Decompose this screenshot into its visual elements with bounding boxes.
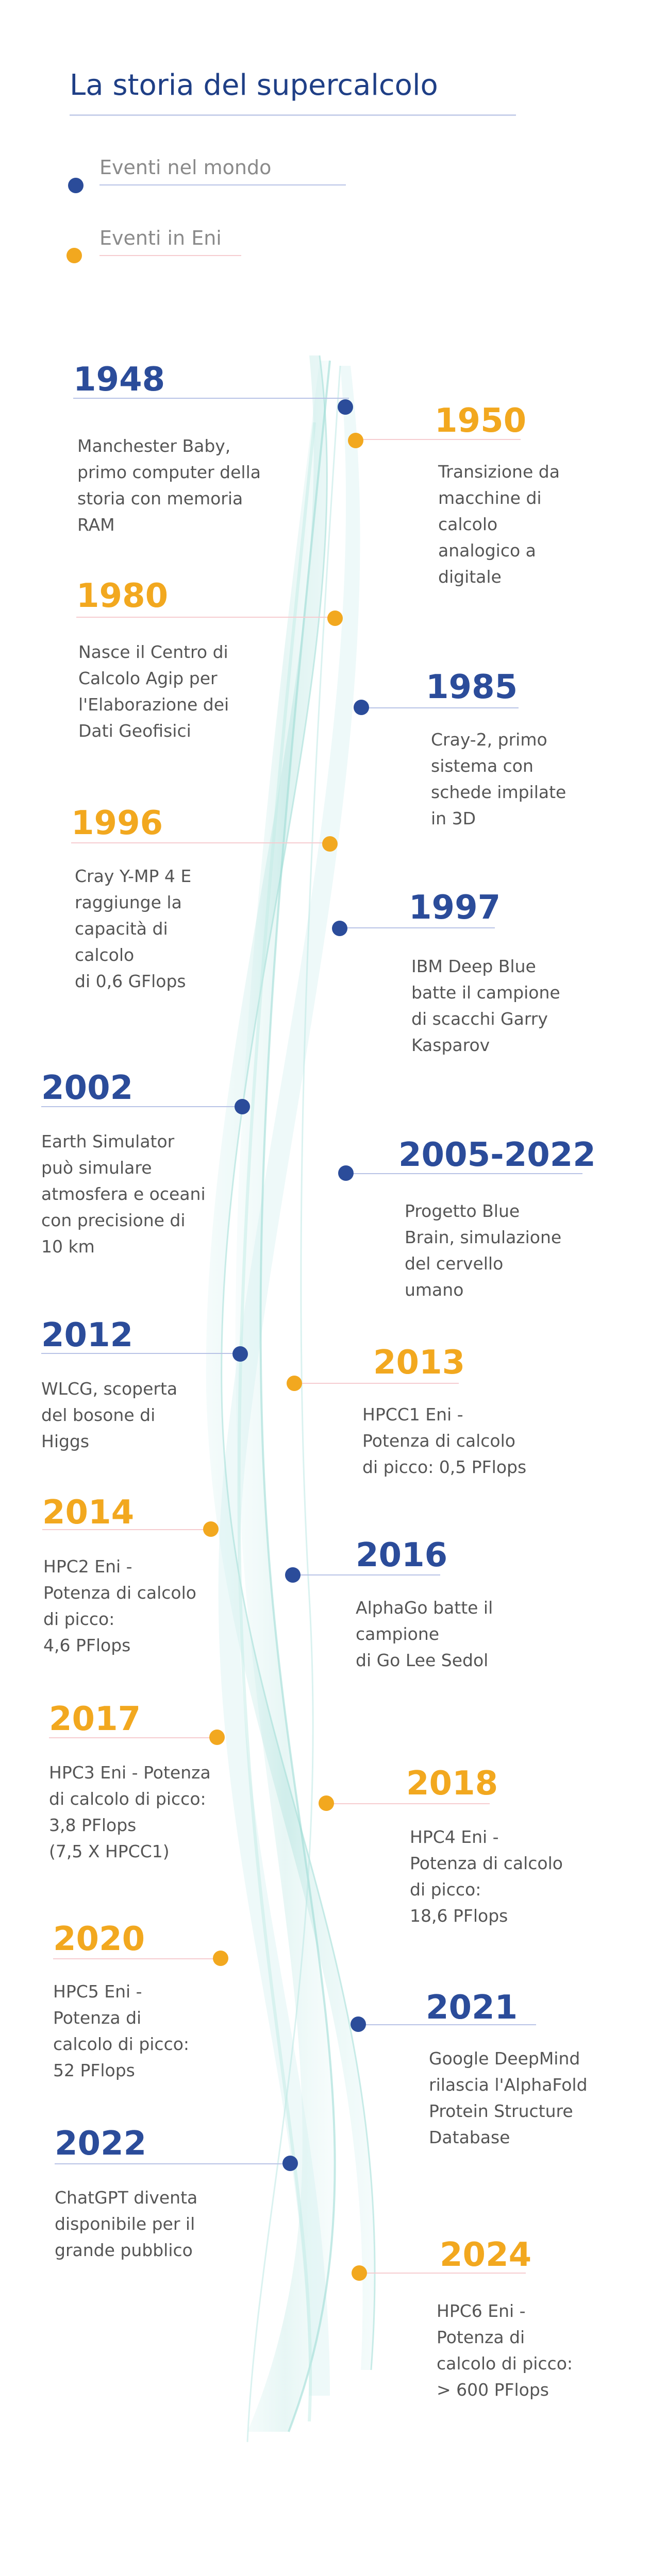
event-description: Progetto Blue Brain, simulazione del cer… <box>405 1201 562 1300</box>
event-year: 2005-2022 <box>398 1136 596 1174</box>
ribbon-strand-4 <box>237 422 316 2422</box>
world-event-dot <box>285 1567 301 1583</box>
event-year: 2017 <box>49 1700 141 1738</box>
eni-event-dot <box>348 433 363 448</box>
event-connector-line <box>347 1173 582 1174</box>
event-description: IBM Deep Blue batte il campione di scacc… <box>411 956 560 1055</box>
legend-eni-dot <box>66 248 82 263</box>
event-year: 2016 <box>356 1536 448 1574</box>
event-description: Nasce il Centro di Calcolo Agip per l'El… <box>78 642 229 741</box>
legend-world-label: Eventi nel mondo <box>99 156 272 179</box>
event-description: Transizione da macchine di calcolo analo… <box>438 462 560 587</box>
event-year: 1996 <box>71 804 163 842</box>
event-connector-line <box>42 1529 211 1530</box>
eni-event-dot <box>209 1730 225 1745</box>
event-year: 2020 <box>53 1920 145 1958</box>
ribbon-strand-2 <box>221 355 376 2370</box>
event-connector-line <box>71 842 330 843</box>
event-year: 2018 <box>406 1765 498 1803</box>
event-year: 1948 <box>73 361 165 399</box>
event-connector-line <box>55 2163 290 2164</box>
event-description: HPC2 Eni - Potenza di calcolo di picco: … <box>43 1556 196 1655</box>
eni-event-dot <box>327 611 343 626</box>
page-title: La storia del supercalcolo <box>70 69 438 102</box>
event-description: Manchester Baby, primo computer della st… <box>77 436 261 535</box>
event-year: 2013 <box>373 1344 465 1382</box>
event-description: Cray-2, primo sistema con schede impilat… <box>431 730 566 828</box>
event-connector-line <box>76 617 335 618</box>
eni-event-dot <box>287 1376 302 1391</box>
event-year: 1980 <box>76 577 169 615</box>
event-year: 2022 <box>55 2125 147 2163</box>
world-event-dot <box>354 700 369 715</box>
event-connector-line <box>49 1737 216 1738</box>
world-event-dot <box>282 2156 298 2171</box>
world-event-dot <box>232 1346 248 1362</box>
event-year: 2002 <box>41 1069 134 1107</box>
ribbon-band-2 <box>235 361 335 2432</box>
event-year: 1950 <box>435 402 527 440</box>
eni-event-dot <box>352 2265 367 2281</box>
event-connector-line <box>41 1353 240 1354</box>
event-year: 1997 <box>409 889 501 927</box>
world-event-dot <box>351 2016 366 2032</box>
event-connector-line <box>326 1803 490 1804</box>
event-description: HPC4 Eni - Potenza di calcolo di picco: … <box>410 1827 563 1926</box>
ribbon-band-3 <box>218 366 360 2396</box>
event-connector-line <box>295 1383 459 1384</box>
legend-eni-line <box>99 255 241 256</box>
event-connector-line <box>294 1574 440 1575</box>
ribbon-strand-3 <box>246 365 341 2443</box>
eni-event-dot <box>213 1951 228 1966</box>
event-year: 1985 <box>426 668 518 706</box>
event-connector-line <box>356 439 521 440</box>
ribbon-strand-1 <box>259 360 336 2432</box>
world-event-dot <box>332 921 347 936</box>
title-underline <box>70 114 516 116</box>
event-description: Google DeepMind rilascia l'AlphaFold Pro… <box>429 2048 588 2147</box>
world-event-dot <box>338 1165 354 1181</box>
eni-event-dot <box>203 1521 219 1537</box>
legend-world-line <box>99 184 346 185</box>
world-event-dot <box>338 399 353 415</box>
event-description: AlphaGo batte il campione di Go Lee Sedo… <box>356 1598 493 1670</box>
event-connector-line <box>358 2024 536 2025</box>
eni-event-dot <box>319 1795 334 1811</box>
event-connector-line <box>340 927 495 928</box>
event-connector-line <box>73 398 349 399</box>
event-connector-line <box>53 1958 221 1959</box>
event-description: HPC3 Eni - Potenza di calcolo di picco: … <box>49 1762 211 1861</box>
event-connector-line <box>362 707 519 708</box>
eni-event-dot <box>322 836 338 852</box>
event-year: 2012 <box>41 1316 134 1354</box>
event-connector-line <box>41 1106 242 1107</box>
event-year: 2021 <box>426 1989 518 2027</box>
event-description: ChatGPT diventa disponibile per il grand… <box>55 2188 198 2260</box>
event-year: 2024 <box>440 2236 532 2274</box>
event-description: HPCC1 Eni - Potenza di calcolo di picco:… <box>362 1404 527 1477</box>
world-event-dot <box>235 1099 250 1114</box>
legend-world-dot <box>68 178 84 193</box>
event-year: 2014 <box>42 1494 135 1532</box>
event-description: Cray Y-MP 4 E raggiunge la capacità di c… <box>75 866 192 991</box>
event-description: HPC6 Eni - Potenza di calcolo di picco: … <box>437 2301 573 2400</box>
event-description: WLCG, scoperta del bosone di Higgs <box>41 1379 178 1451</box>
event-description: Earth Simulator può simulare atmosfera e… <box>41 1131 206 1257</box>
event-connector-line <box>359 2273 526 2274</box>
event-description: HPC5 Eni - Potenza di calcolo di picco: … <box>53 1981 190 2080</box>
legend-eni-label: Eventi in Eni <box>99 227 222 249</box>
